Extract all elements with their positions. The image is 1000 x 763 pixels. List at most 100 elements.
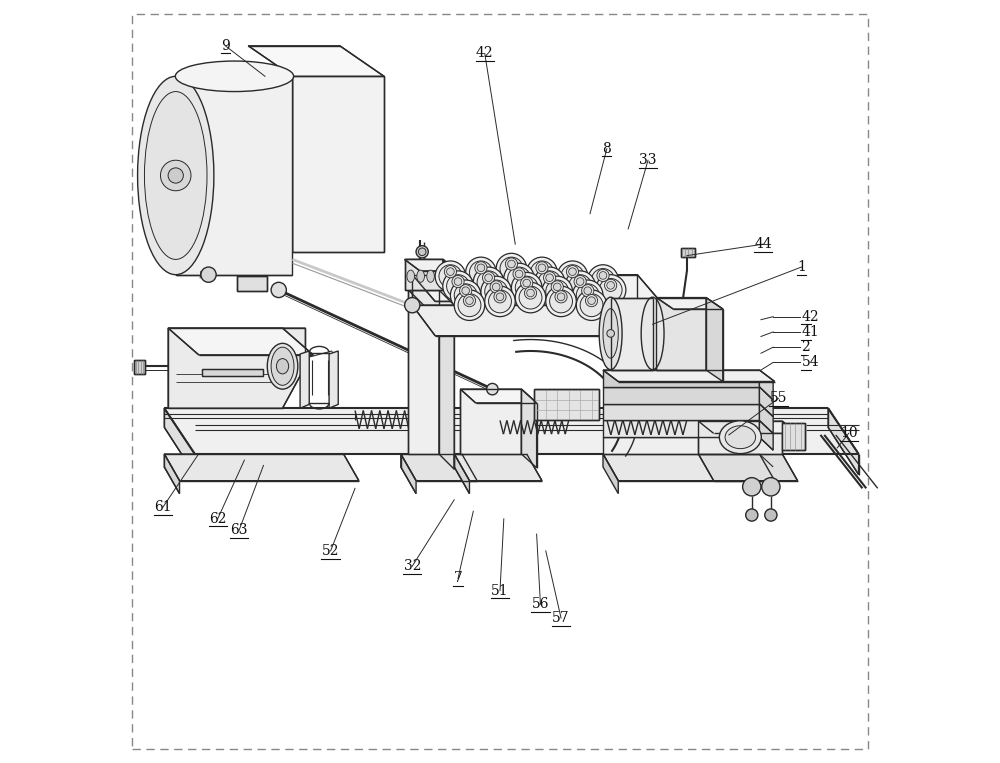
Ellipse shape — [168, 168, 183, 183]
Ellipse shape — [460, 285, 472, 297]
Ellipse shape — [271, 347, 294, 385]
Ellipse shape — [521, 277, 533, 289]
Ellipse shape — [487, 384, 498, 395]
Ellipse shape — [508, 267, 531, 290]
Text: 42: 42 — [476, 47, 494, 60]
Ellipse shape — [599, 272, 607, 279]
Ellipse shape — [519, 286, 542, 309]
Ellipse shape — [485, 274, 492, 282]
Ellipse shape — [546, 274, 553, 282]
Text: 62: 62 — [209, 512, 226, 526]
Ellipse shape — [599, 278, 622, 301]
Polygon shape — [329, 351, 338, 408]
Ellipse shape — [500, 257, 523, 280]
Ellipse shape — [144, 92, 207, 259]
Ellipse shape — [485, 280, 508, 303]
Polygon shape — [443, 259, 458, 301]
Ellipse shape — [271, 282, 286, 298]
Ellipse shape — [555, 291, 567, 303]
Polygon shape — [460, 389, 537, 403]
Polygon shape — [454, 454, 542, 481]
Ellipse shape — [466, 297, 473, 304]
Ellipse shape — [452, 275, 464, 288]
Ellipse shape — [175, 61, 294, 92]
Polygon shape — [164, 408, 859, 454]
Ellipse shape — [494, 291, 506, 303]
Ellipse shape — [538, 264, 546, 272]
Ellipse shape — [603, 308, 618, 359]
Polygon shape — [168, 328, 305, 408]
Ellipse shape — [580, 294, 603, 317]
Ellipse shape — [607, 282, 614, 289]
Ellipse shape — [592, 269, 614, 291]
Text: 10: 10 — [840, 427, 858, 440]
Ellipse shape — [576, 290, 607, 320]
Text: 9: 9 — [221, 39, 230, 53]
Polygon shape — [656, 298, 723, 309]
Ellipse shape — [447, 268, 454, 275]
Circle shape — [743, 478, 761, 496]
Polygon shape — [698, 421, 782, 454]
Ellipse shape — [527, 289, 534, 297]
Circle shape — [765, 509, 777, 521]
Polygon shape — [759, 420, 773, 450]
Ellipse shape — [505, 258, 518, 270]
Ellipse shape — [435, 261, 466, 291]
Ellipse shape — [569, 275, 592, 298]
Ellipse shape — [574, 275, 586, 288]
Polygon shape — [401, 454, 416, 494]
Ellipse shape — [576, 284, 599, 307]
Text: 41: 41 — [801, 325, 819, 339]
Ellipse shape — [418, 248, 426, 256]
Polygon shape — [698, 421, 798, 433]
Ellipse shape — [531, 261, 553, 284]
Ellipse shape — [527, 257, 557, 288]
Ellipse shape — [536, 262, 548, 274]
Polygon shape — [176, 76, 292, 275]
Text: 55: 55 — [770, 391, 787, 405]
Text: 8: 8 — [602, 142, 611, 156]
Polygon shape — [164, 454, 359, 481]
Ellipse shape — [444, 266, 457, 278]
Ellipse shape — [454, 290, 485, 320]
Ellipse shape — [490, 281, 502, 293]
Ellipse shape — [605, 279, 617, 291]
Polygon shape — [202, 369, 263, 376]
Ellipse shape — [641, 297, 664, 370]
Polygon shape — [300, 351, 309, 408]
Ellipse shape — [546, 280, 569, 303]
Ellipse shape — [607, 330, 614, 337]
Ellipse shape — [477, 271, 500, 294]
Polygon shape — [603, 370, 759, 387]
Ellipse shape — [576, 278, 584, 285]
Text: 51: 51 — [491, 584, 509, 597]
Circle shape — [746, 509, 758, 521]
Polygon shape — [611, 298, 653, 370]
Ellipse shape — [515, 276, 538, 299]
Text: 32: 32 — [404, 559, 421, 573]
Text: 33: 33 — [639, 153, 657, 167]
Ellipse shape — [450, 280, 481, 311]
Polygon shape — [412, 275, 637, 305]
Polygon shape — [603, 454, 775, 481]
Ellipse shape — [138, 76, 214, 275]
Ellipse shape — [496, 293, 504, 301]
Ellipse shape — [719, 421, 761, 453]
Ellipse shape — [561, 265, 584, 288]
Ellipse shape — [584, 287, 592, 295]
Polygon shape — [706, 298, 723, 382]
Polygon shape — [292, 76, 384, 252]
Ellipse shape — [504, 263, 534, 294]
Ellipse shape — [489, 290, 511, 313]
Polygon shape — [759, 387, 773, 417]
Ellipse shape — [485, 286, 515, 317]
Circle shape — [762, 478, 780, 496]
Text: 7: 7 — [454, 571, 462, 585]
Ellipse shape — [439, 265, 462, 288]
Text: 52: 52 — [322, 544, 339, 558]
Ellipse shape — [572, 280, 603, 311]
Text: 1: 1 — [797, 260, 806, 274]
Text: 2: 2 — [801, 340, 810, 354]
Ellipse shape — [597, 269, 609, 282]
Ellipse shape — [463, 295, 476, 307]
